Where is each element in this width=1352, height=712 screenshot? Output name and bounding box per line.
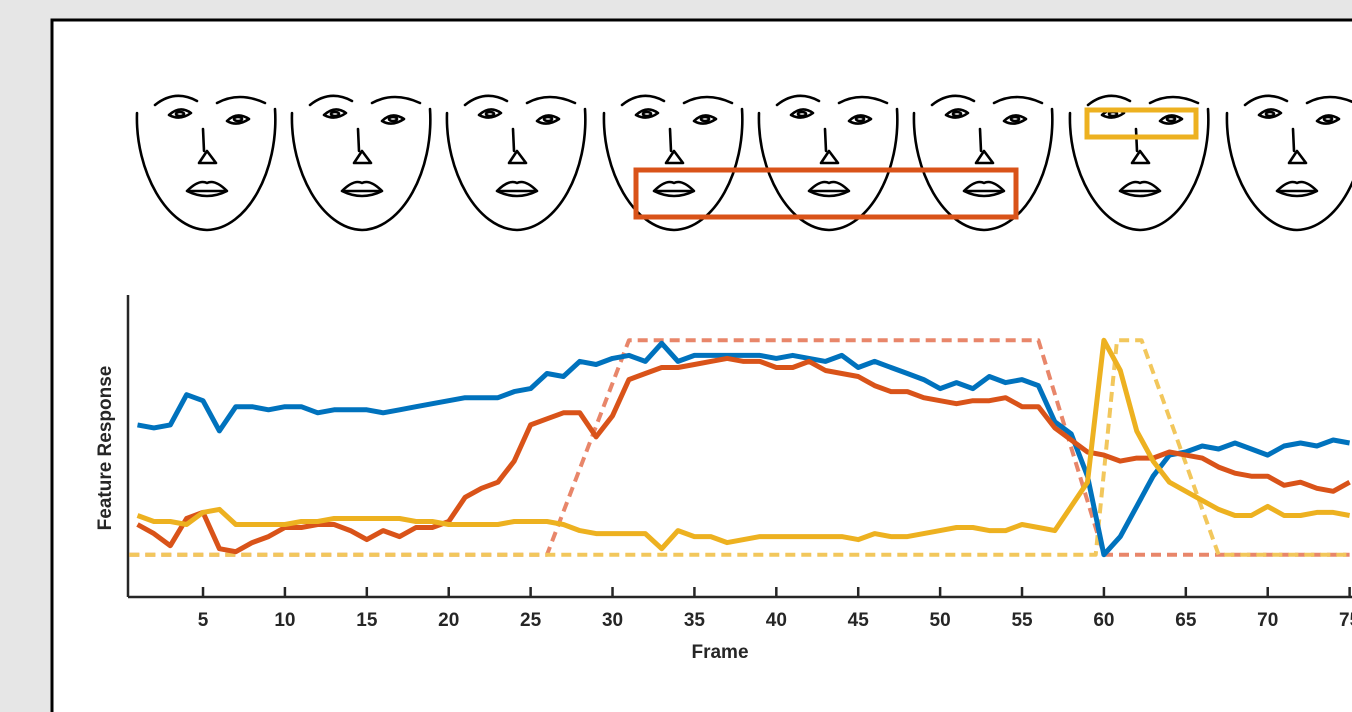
x-tick-label: 55 bbox=[1011, 610, 1033, 631]
response-line bbox=[136, 337, 1351, 552]
x-tick-label: 75 bbox=[1339, 610, 1352, 631]
x-tick-label: 50 bbox=[930, 610, 951, 631]
eye-highlight bbox=[1084, 107, 1199, 140]
x-tick-label: 60 bbox=[1093, 610, 1114, 631]
x-axis-label: Frame bbox=[691, 642, 748, 663]
x-tick-label: 10 bbox=[274, 610, 295, 631]
y-axis-label: Feature Response bbox=[95, 366, 116, 531]
x-tick-label: 25 bbox=[520, 610, 542, 631]
x-tick-label: 40 bbox=[766, 610, 787, 631]
x-tick-label: 5 bbox=[198, 610, 209, 631]
mouth-highlight bbox=[633, 167, 1019, 220]
x-tick-label: 65 bbox=[1175, 610, 1197, 631]
target-line bbox=[129, 338, 1350, 557]
response-line bbox=[137, 340, 1351, 558]
x-tick-label: 70 bbox=[1257, 610, 1278, 631]
x-tick-label: 20 bbox=[438, 610, 459, 631]
target-line bbox=[129, 338, 1350, 557]
x-tick-label: 15 bbox=[356, 610, 378, 631]
x-tick-label: 35 bbox=[684, 610, 706, 631]
x-tick-label: 45 bbox=[848, 610, 870, 631]
response-line bbox=[136, 355, 1351, 555]
x-tick-label: 30 bbox=[602, 610, 623, 631]
